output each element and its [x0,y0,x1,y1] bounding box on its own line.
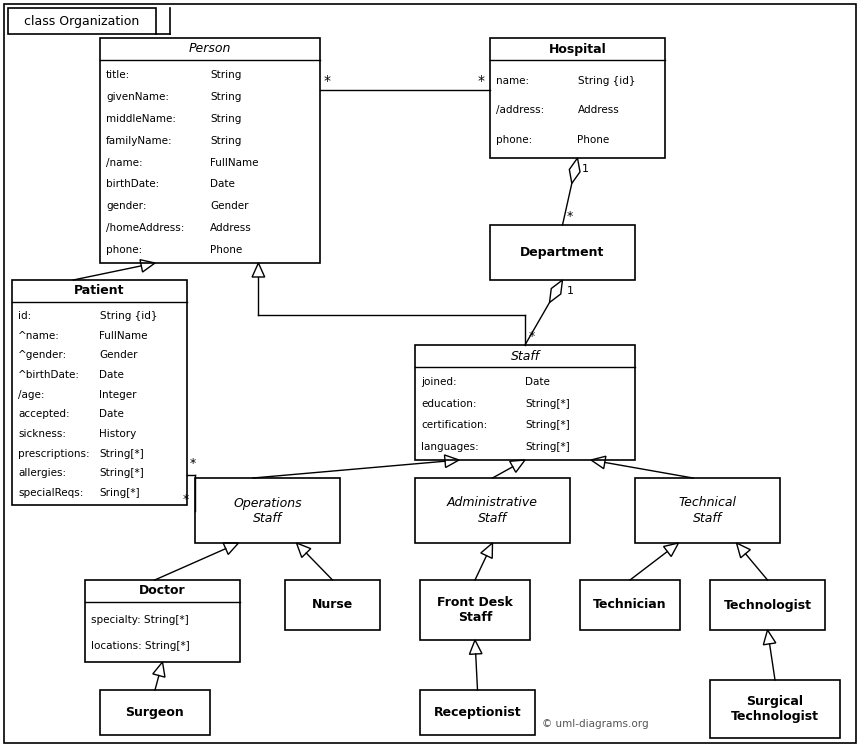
Text: Hospital: Hospital [549,43,606,55]
Text: ^gender:: ^gender: [18,350,67,360]
Text: /address:: /address: [496,105,544,116]
Text: Date: Date [525,377,550,387]
Text: prescriptions:: prescriptions: [18,449,89,459]
Text: String {id}: String {id} [100,311,157,320]
Text: Operations
Staff: Operations Staff [233,497,302,524]
Text: joined:: joined: [421,377,457,387]
Text: Integer: Integer [100,390,137,400]
Text: certification:: certification: [421,421,488,430]
Text: familyName:: familyName: [106,136,173,146]
Text: Technologist: Technologist [723,598,812,612]
Text: *: * [183,492,189,506]
Bar [710,680,840,738]
Text: © uml-diagrams.org: © uml-diagrams.org [542,719,648,729]
Text: Address: Address [578,105,619,116]
Text: *: * [478,74,485,88]
Text: Surgical
Technologist: Surgical Technologist [731,695,819,723]
Bar [415,345,635,460]
Text: Department: Department [520,246,605,259]
Text: education:: education: [421,399,476,409]
Text: phone:: phone: [106,245,142,255]
Text: id:: id: [18,311,31,320]
Bar [420,580,530,640]
Bar [635,478,780,543]
Text: Staff: Staff [511,350,539,362]
Text: locations: String[*]: locations: String[*] [91,642,190,651]
Bar [580,580,680,630]
Bar [490,38,665,158]
Text: Administrative
Staff: Administrative Staff [447,497,538,524]
Text: Nurse: Nurse [312,598,353,612]
Text: Front Desk
Staff: Front Desk Staff [437,596,513,624]
Text: String[*]: String[*] [525,442,569,452]
Bar [195,478,340,543]
Text: Doctor: Doctor [139,584,186,598]
Text: name:: name: [496,75,529,86]
Text: Patient: Patient [74,285,125,297]
Text: Gender: Gender [100,350,138,360]
Text: Date: Date [100,409,125,419]
Text: 1: 1 [567,286,574,296]
Bar [285,580,380,630]
Text: class Organization: class Organization [24,14,139,28]
Bar [420,690,535,735]
Bar [490,225,635,280]
Text: String: String [210,70,242,80]
Text: 1: 1 [581,164,588,174]
Text: /age:: /age: [18,390,45,400]
Bar [8,8,156,34]
Text: title:: title: [106,70,130,80]
Text: *: * [567,210,573,223]
Text: sickness:: sickness: [18,429,66,439]
Text: Technical
Staff: Technical Staff [679,497,736,524]
Bar [100,690,210,735]
Text: Person: Person [189,43,231,55]
Text: Date: Date [100,370,125,380]
Text: ^birthDate:: ^birthDate: [18,370,80,380]
Bar [415,478,570,543]
Text: specialty: String[*]: specialty: String[*] [91,616,188,625]
Text: Date: Date [210,179,235,190]
Text: middleName:: middleName: [106,114,176,124]
Text: Sring[*]: Sring[*] [100,489,140,498]
Text: languages:: languages: [421,442,479,452]
Text: Phone: Phone [210,245,243,255]
Text: String[*]: String[*] [525,399,569,409]
Text: Receptionist: Receptionist [433,706,521,719]
Bar [12,280,187,505]
Text: Gender: Gender [210,201,249,211]
Text: Phone: Phone [578,135,610,145]
Text: *: * [324,74,331,88]
Text: *: * [529,330,535,343]
Text: *: * [190,457,196,470]
Text: String: String [210,136,242,146]
Text: /name:: /name: [106,158,143,167]
Text: gender:: gender: [106,201,146,211]
Text: String: String [210,114,242,124]
Text: String {id}: String {id} [578,75,635,86]
Bar [710,580,825,630]
Text: accepted:: accepted: [18,409,70,419]
Text: givenName:: givenName: [106,92,169,102]
Text: FullName: FullName [100,330,148,341]
Text: ^name:: ^name: [18,330,60,341]
Text: specialReqs:: specialReqs: [18,489,83,498]
Text: /homeAddress:: /homeAddress: [106,223,184,233]
Bar [85,580,240,662]
Text: History: History [100,429,137,439]
Text: String[*]: String[*] [100,449,144,459]
Text: FullName: FullName [210,158,259,167]
Text: String: String [210,92,242,102]
Text: allergies:: allergies: [18,468,66,479]
Text: String[*]: String[*] [525,421,569,430]
Text: Surgeon: Surgeon [126,706,184,719]
Text: birthDate:: birthDate: [106,179,159,190]
Text: Address: Address [210,223,252,233]
Text: String[*]: String[*] [100,468,144,479]
Text: Technician: Technician [593,598,666,612]
Text: phone:: phone: [496,135,532,145]
Bar [100,38,320,263]
